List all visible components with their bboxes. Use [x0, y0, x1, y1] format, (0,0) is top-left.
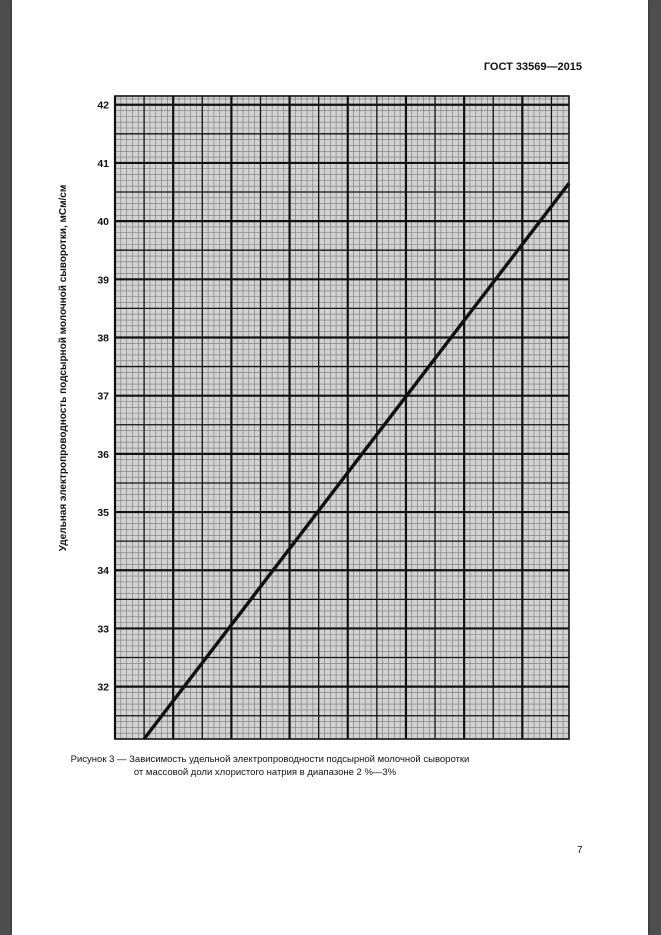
- y-tick-label: 42: [97, 100, 109, 112]
- y-axis-ticks: 32 33 34 35 36 37 38 39 40 41 42: [97, 100, 109, 694]
- y-tick-label: 41: [97, 158, 109, 170]
- series-line: [142, 182, 571, 741]
- caption-line-2: от массовой доли хлористого натрия в диа…: [133, 767, 397, 778]
- major-grid: [113, 95, 570, 740]
- y-tick-label: 38: [97, 332, 109, 344]
- standard-code: ГОСТ 33569—2015: [483, 61, 582, 73]
- caption-line-1: Рисунок 3 — Зависимость удельной электро…: [70, 754, 470, 765]
- plot-frame: [114, 95, 570, 740]
- y-tick-label: 36: [97, 449, 109, 461]
- document-page: ГОСТ 33569—2015 32 33 34 35 36 37 38 39 40 41 42 У…: [12, 0, 648, 935]
- figure-caption: Рисунок 3 — Зависимость удельной электро…: [12, 753, 648, 779]
- y-axis-title: Удельная электропроводность подсырной мо…: [58, 184, 69, 552]
- y-tick-label: 34: [97, 565, 109, 577]
- chart-svg: 32 33 34 35 36 37 38 39 40 41 42: [97, 95, 571, 741]
- y-tick-label: 32: [97, 682, 109, 694]
- y-tick-label: 37: [97, 391, 109, 403]
- page-number: 7: [577, 845, 583, 856]
- y-tick-label: 35: [97, 507, 109, 519]
- y-tick-label: 39: [97, 274, 109, 286]
- y-tick-label: 40: [97, 216, 109, 228]
- series-layer: [142, 182, 571, 741]
- y-tick-label: 33: [97, 623, 109, 635]
